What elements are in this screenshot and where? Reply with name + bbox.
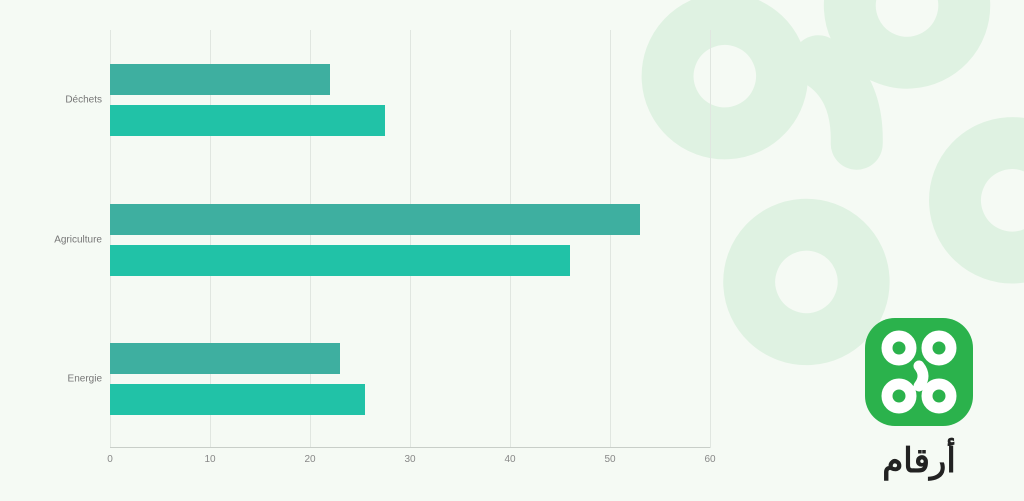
x-tick-label: 30: [404, 448, 415, 465]
category-label: Agriculture: [54, 235, 110, 246]
brand-block: أرقام: [844, 312, 994, 481]
x-tick-label: 0: [107, 448, 113, 465]
gridline: [710, 30, 711, 448]
bar-series_b: [110, 105, 385, 136]
gridline: [610, 30, 611, 448]
gridline: [410, 30, 411, 448]
x-tick-label: 20: [304, 448, 315, 465]
bar-series_a: [110, 343, 340, 374]
x-tick-label: 10: [204, 448, 215, 465]
bar-series_b: [110, 384, 365, 415]
gridline: [510, 30, 511, 448]
brand-logo-icon: [859, 312, 979, 432]
x-tick-label: 40: [504, 448, 515, 465]
bar-series_a: [110, 64, 330, 95]
x-tick-label: 60: [704, 448, 715, 465]
brand-text: أرقام: [844, 441, 994, 481]
x-tick-label: 50: [604, 448, 615, 465]
x-axis-baseline: [110, 447, 710, 448]
bar-series_b: [110, 245, 570, 276]
plot-area: 0102030405060DéchetsAgricultureEnergie: [110, 30, 710, 448]
bar-series_a: [110, 204, 640, 235]
category-label: Energie: [68, 374, 110, 385]
category-label: Déchets: [65, 95, 110, 106]
